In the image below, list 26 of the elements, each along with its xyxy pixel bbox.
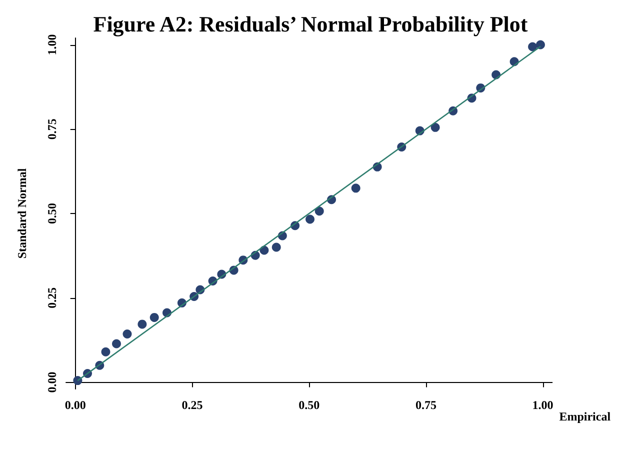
x-tick-label: 1.00 <box>532 398 554 412</box>
point <box>73 376 82 386</box>
x-tick-label: 0.75 <box>415 398 436 412</box>
point <box>112 339 121 348</box>
point <box>430 122 440 132</box>
point <box>536 40 545 50</box>
point <box>351 184 360 193</box>
x-tick-label: 0.00 <box>64 398 86 412</box>
point <box>306 214 315 224</box>
x-tick-label: 0.25 <box>182 398 203 412</box>
chart-title: Figure A2: Residuals’ Normal Probability Plot <box>93 12 528 36</box>
y-tick-label: 0.50 <box>45 203 59 224</box>
point <box>122 329 132 338</box>
y-tick-label: 0.25 <box>45 287 59 308</box>
point <box>314 206 324 216</box>
y-axis-title: Standard Normal <box>15 168 29 259</box>
point <box>272 242 281 252</box>
point <box>150 312 159 322</box>
point <box>101 347 110 356</box>
y-tick-label: 1.00 <box>45 34 59 56</box>
point <box>528 42 538 52</box>
y-tick-label: 0.75 <box>45 118 59 140</box>
point <box>138 320 147 329</box>
x-tick-label: 0.50 <box>298 398 320 412</box>
y-tick-label: 0.00 <box>45 372 59 393</box>
x-axis-title: Empirical <box>559 409 612 424</box>
